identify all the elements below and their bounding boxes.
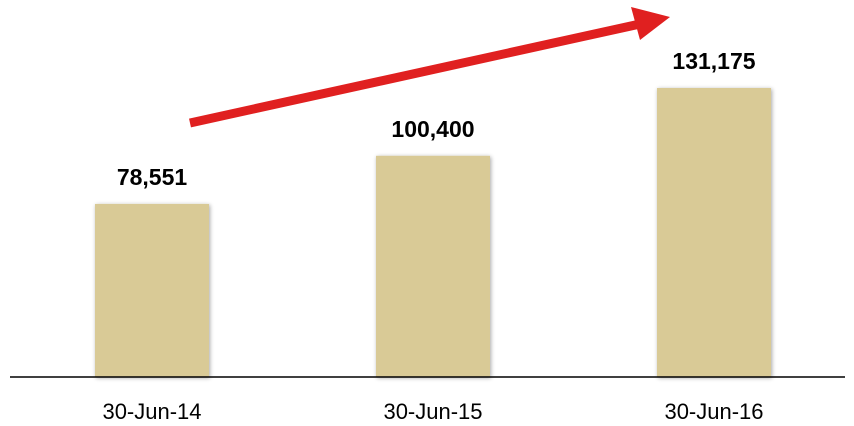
x-tick-label: 30-Jun-14 <box>102 399 201 424</box>
value-label: 100,400 <box>391 116 474 142</box>
value-label: 131,175 <box>672 48 755 74</box>
arrow-head <box>631 7 670 40</box>
x-tick-label: 30-Jun-15 <box>383 399 482 424</box>
bars <box>95 88 771 377</box>
trend-arrow <box>189 7 670 128</box>
bar <box>376 155 490 377</box>
x-tick-label: 30-Jun-16 <box>664 399 763 424</box>
arrow-shaft <box>189 19 641 128</box>
value-label: 78,551 <box>117 164 188 190</box>
bar <box>657 88 771 377</box>
bar <box>95 203 209 377</box>
